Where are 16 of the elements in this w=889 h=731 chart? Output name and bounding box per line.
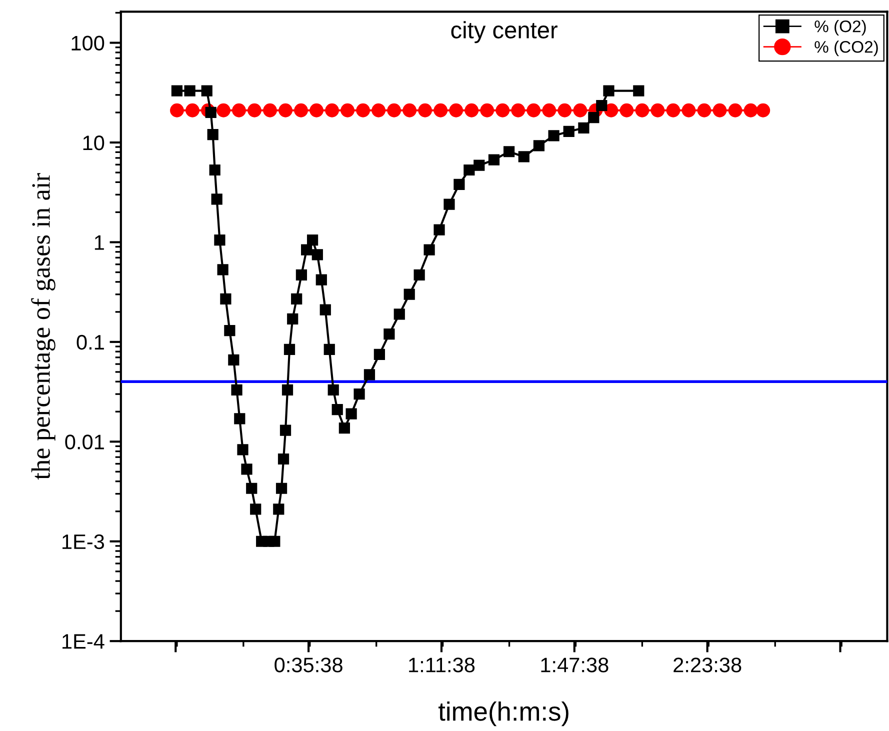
y-tick-label: 1E-4 [62,634,104,649]
x-tick-label: 1:47:38 [541,658,608,672]
legend-label: % (O2) [814,20,866,36]
x-tick-label: 0:35:38 [274,658,342,672]
y-tick-label: 1E-3 [62,534,104,550]
x-axis-title: time(h:m:s) [438,701,568,726]
y-tick-label: 100 [72,36,104,51]
y-tick-label: 0.1 [76,334,104,350]
y-tick-label: 10 [83,136,104,150]
legend-label: % (CO2) [814,40,878,56]
y-axis-title: the percentage of gases in air [31,173,56,480]
y-tick-label: 1 [94,235,104,250]
x-tick-label: 2:23:38 [674,658,742,672]
x-tick-label: 1:11:38 [409,658,475,672]
y-tick-label: 0.01 [65,434,104,450]
chart-title: city center [451,21,558,44]
